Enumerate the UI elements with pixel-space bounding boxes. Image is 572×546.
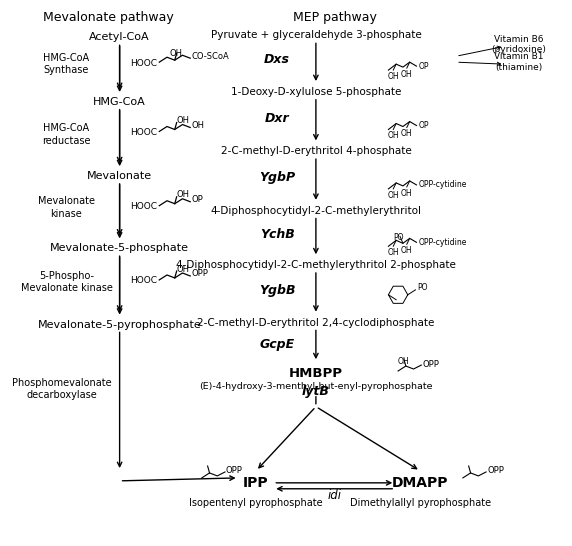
Text: 2-C-methyl-D-erythritol 2,4-cyclodiphosphate: 2-C-methyl-D-erythritol 2,4-cyclodiphosp… (197, 318, 435, 328)
Text: HOOC: HOOC (130, 276, 157, 286)
Text: Dxs: Dxs (264, 53, 290, 66)
Text: Dxr: Dxr (265, 112, 289, 125)
Text: OH: OH (401, 189, 412, 198)
Text: idi: idi (327, 489, 341, 502)
Text: OH: OH (401, 246, 412, 256)
Text: OH: OH (387, 191, 399, 200)
Text: HMG-CoA
reductase: HMG-CoA reductase (42, 123, 91, 146)
Text: 4-Diphosphocytidyl-2-C-methylerythritol 2-phosphate: 4-Diphosphocytidyl-2-C-methylerythritol … (176, 260, 456, 270)
Text: GcpE: GcpE (260, 338, 295, 351)
Text: OPP: OPP (422, 360, 439, 369)
Text: OH: OH (177, 265, 190, 274)
Text: Mevalonate-5-pyrophosphate: Mevalonate-5-pyrophosphate (38, 319, 201, 330)
Text: PO: PO (393, 233, 403, 242)
Text: DMAPP: DMAPP (392, 476, 448, 490)
Text: OP: OP (418, 121, 429, 130)
Text: Phosphomevalonate
decarboxylase: Phosphomevalonate decarboxylase (12, 378, 112, 400)
Text: Vitamin B1
(thiamine): Vitamin B1 (thiamine) (494, 52, 544, 72)
Text: OH: OH (387, 132, 399, 140)
Text: HOOC: HOOC (130, 128, 157, 137)
Text: MEP pathway: MEP pathway (293, 11, 377, 23)
Text: OPP: OPP (191, 270, 208, 278)
Text: CO-SCoA: CO-SCoA (191, 52, 229, 61)
Text: OPP: OPP (487, 466, 504, 476)
Text: OH: OH (177, 116, 190, 125)
Text: HOOC: HOOC (130, 58, 157, 68)
Text: OPP-cytidine: OPP-cytidine (418, 180, 467, 189)
Text: 2-C-methyl-D-erythritol 4-phosphate: 2-C-methyl-D-erythritol 4-phosphate (221, 146, 411, 156)
Text: OPP: OPP (226, 466, 243, 476)
Text: OH: OH (387, 72, 399, 81)
Text: Acetyl-CoA: Acetyl-CoA (89, 32, 150, 43)
Text: Mevalonate: Mevalonate (87, 171, 152, 181)
Text: YgbB: YgbB (259, 284, 296, 298)
Text: IPP: IPP (243, 476, 269, 490)
Text: 1-Deoxy-D-xylulose 5-phosphate: 1-Deoxy-D-xylulose 5-phosphate (231, 87, 401, 97)
Text: HMBPP: HMBPP (289, 367, 343, 380)
Text: OH: OH (177, 191, 190, 199)
Text: HMG-CoA: HMG-CoA (93, 97, 146, 107)
Text: Mevalonate-5-phosphate: Mevalonate-5-phosphate (50, 244, 189, 253)
Text: OH: OH (401, 129, 412, 139)
Text: OH: OH (387, 248, 399, 257)
Text: lytB: lytB (302, 385, 330, 398)
Text: HMG-CoA
Synthase: HMG-CoA Synthase (43, 53, 89, 75)
Text: YchB: YchB (260, 228, 295, 241)
Text: OPP-cytidine: OPP-cytidine (418, 238, 467, 247)
Text: OH: OH (398, 357, 410, 366)
Text: OH: OH (401, 70, 412, 79)
Text: (E)-4-hydroxy-3-menthyl-but-enyl-pyrophosphate: (E)-4-hydroxy-3-menthyl-but-enyl-pyropho… (199, 382, 432, 391)
Text: Mevalonate pathway: Mevalonate pathway (43, 11, 173, 23)
Text: OH: OH (191, 121, 204, 130)
Text: YgbP: YgbP (259, 171, 295, 185)
Text: Pyruvate + glyceraldehyde 3-phosphate: Pyruvate + glyceraldehyde 3-phosphate (210, 31, 421, 40)
Text: OH: OH (169, 49, 182, 58)
Text: HOOC: HOOC (130, 202, 157, 211)
Text: OP: OP (191, 195, 203, 204)
Text: Mevalonate
kinase: Mevalonate kinase (38, 197, 95, 219)
Text: Isopentenyl pyrophosphate: Isopentenyl pyrophosphate (189, 498, 323, 508)
Text: 5-Phospho-
Mevalonate kinase: 5-Phospho- Mevalonate kinase (21, 271, 112, 293)
Text: PO: PO (418, 283, 428, 292)
Text: Vitamin B6
(pyridoxine): Vitamin B6 (pyridoxine) (491, 34, 546, 54)
Text: Dimethylallyl pyrophosphate: Dimethylallyl pyrophosphate (349, 498, 491, 508)
Text: 4-Diphosphocytidyl-2-C-methylerythritol: 4-Diphosphocytidyl-2-C-methylerythritol (210, 206, 422, 216)
Text: OP: OP (418, 62, 429, 70)
